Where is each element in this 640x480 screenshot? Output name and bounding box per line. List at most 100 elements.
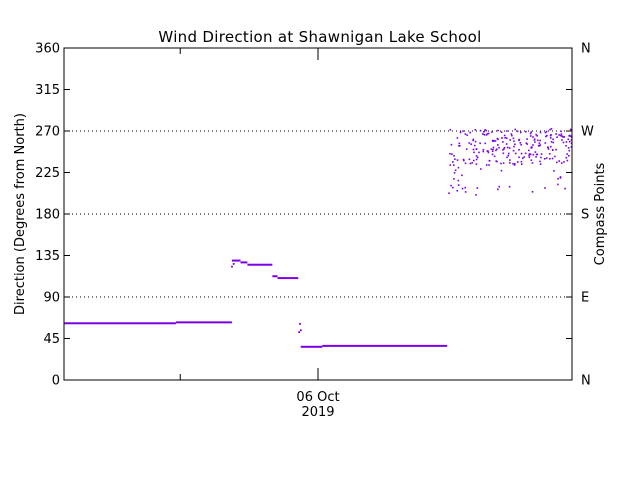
data-point [562, 136, 564, 138]
y-tick-label: 270 [35, 125, 60, 140]
data-point [516, 161, 519, 163]
data-point [532, 144, 534, 146]
data-point [457, 184, 460, 186]
data-point [568, 135, 570, 137]
data-point [557, 177, 559, 180]
data-point [559, 176, 562, 178]
data-point [543, 158, 546, 160]
data-point [454, 158, 456, 160]
data-point [458, 144, 461, 147]
data-segment [247, 263, 273, 266]
data-point [232, 263, 235, 265]
data-point [532, 136, 534, 138]
data-point [506, 130, 508, 132]
data-point [568, 140, 571, 143]
data-point [486, 133, 489, 135]
data-segment [240, 261, 248, 264]
data-point [558, 160, 561, 162]
data-point [492, 146, 495, 149]
data-segment [277, 277, 299, 280]
data-point [479, 142, 481, 145]
data-point [462, 158, 465, 161]
data-point [531, 162, 534, 164]
compass-label: E [581, 291, 589, 306]
data-point [507, 152, 510, 155]
data-point [475, 148, 478, 151]
data-point [484, 129, 486, 131]
data-point [546, 134, 548, 137]
y-tick-label: 135 [35, 249, 60, 264]
data-point [448, 192, 450, 195]
y-tick-label: 225 [35, 166, 60, 181]
data-point [551, 157, 554, 160]
data-point [494, 140, 497, 142]
data-point [540, 153, 543, 155]
data-point [518, 148, 520, 151]
data-point [558, 134, 560, 136]
data-point [560, 162, 563, 164]
data-point [528, 156, 531, 158]
data-point [475, 194, 477, 196]
data-point [516, 130, 519, 133]
data-point [500, 162, 502, 165]
data-point [520, 152, 523, 155]
data-point [490, 148, 493, 150]
data-point [456, 159, 459, 161]
data-point [506, 156, 508, 159]
data-point [456, 189, 459, 192]
data-point [569, 128, 572, 131]
data-point [500, 131, 503, 133]
gridlines [64, 130, 572, 298]
data-point [454, 169, 457, 172]
data-point [531, 190, 534, 193]
data-point [522, 157, 524, 160]
x-tick-label-date: 06 Oct [296, 390, 339, 405]
data-point [495, 149, 497, 152]
data-point [482, 133, 484, 135]
data-point [468, 142, 471, 144]
data-point [452, 186, 454, 189]
data-point [231, 265, 233, 268]
data-point [488, 159, 491, 162]
data-point [505, 137, 508, 139]
data-point [491, 153, 494, 156]
data-point [463, 159, 465, 162]
data-point [570, 135, 572, 138]
data-point [501, 137, 503, 139]
data-point [529, 135, 532, 137]
data-point [464, 191, 467, 193]
data-point [503, 146, 506, 149]
data-point [568, 154, 570, 157]
data-segment [64, 322, 176, 325]
data-point [476, 187, 479, 189]
data-point [480, 168, 482, 170]
data-point [485, 134, 488, 136]
data-point [488, 164, 490, 166]
chart-title: Wind Direction at Shawnigan Lake School [158, 28, 481, 46]
data-point [472, 139, 474, 142]
data-point [549, 137, 552, 139]
data-point [559, 134, 562, 137]
data-point [535, 133, 537, 136]
data-point [544, 187, 546, 189]
data-point [474, 140, 477, 143]
data-point [538, 142, 541, 145]
data-point [549, 134, 552, 137]
data-point [502, 152, 505, 155]
data-point [529, 132, 532, 135]
data-point [527, 149, 530, 152]
data-point [500, 169, 503, 172]
data-point [511, 134, 513, 137]
data-point [482, 150, 485, 153]
data-point [453, 177, 455, 180]
data-point [556, 161, 558, 164]
data-point [475, 155, 478, 157]
data-point [561, 139, 563, 141]
data-point [472, 148, 475, 151]
data-segment [175, 321, 232, 324]
data-point [550, 140, 553, 143]
data-point [544, 131, 547, 134]
data-point [519, 142, 522, 144]
data-point [497, 188, 499, 191]
